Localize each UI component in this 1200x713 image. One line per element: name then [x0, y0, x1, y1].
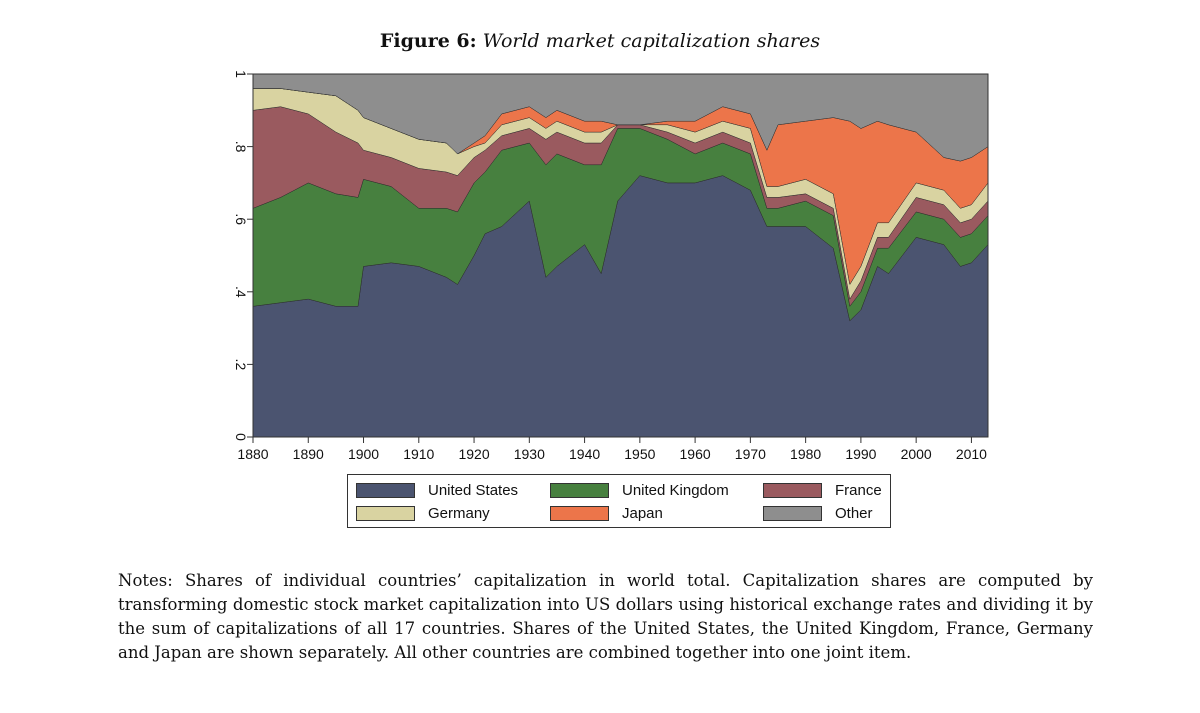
y-axis: 0 .2 .4 .6 .8 1 [233, 70, 253, 441]
legend-label: United States [428, 481, 519, 499]
chart-areas [252, 73, 989, 438]
x-tick-label: 1970 [735, 446, 766, 462]
legend-item-germany: Germany [356, 504, 490, 522]
x-tick-label: 1900 [348, 446, 379, 462]
x-axis: 1880 1890 1900 1910 1920 1930 1940 1950 1960 1970… [237, 437, 987, 462]
x-tick-label: 1960 [680, 446, 711, 462]
legend-item-other: Other [763, 504, 873, 522]
x-tick-label: 1880 [237, 446, 268, 462]
figure-title: Figure 6: World market capitalization sh… [0, 30, 1200, 52]
legend-label: Other [835, 504, 873, 522]
x-tick-label: 1890 [293, 446, 324, 462]
x-tick-label: 1910 [403, 446, 434, 462]
legend-swatch [763, 505, 822, 521]
y-tick-label: .6 [233, 213, 249, 225]
legend-item-france: France [763, 481, 882, 499]
legend-label: France [835, 481, 882, 499]
legend-swatch [763, 482, 822, 498]
y-tick-label: .2 [233, 359, 249, 371]
legend-item-united-kingdom: United Kingdom [550, 481, 729, 499]
legend-item-japan: Japan [550, 504, 663, 522]
x-tick-label: 1980 [790, 446, 821, 462]
x-tick-label: 1950 [624, 446, 655, 462]
legend-label: United Kingdom [622, 481, 729, 499]
legend-item-united-states: United States [356, 481, 518, 499]
y-tick-label: .8 [233, 141, 249, 153]
x-tick-label: 1920 [458, 446, 489, 462]
x-tick-label: 1940 [569, 446, 600, 462]
y-tick-label: 0 [233, 433, 249, 441]
x-tick-label: 1990 [845, 446, 876, 462]
legend-label: Germany [428, 504, 490, 522]
legend-swatch [550, 482, 609, 498]
stacked-area-chart: 1880 1890 1900 1910 1920 1930 1940 1950 1960 1970… [233, 70, 989, 462]
y-tick-label: 1 [233, 70, 249, 78]
y-tick-label: .4 [233, 286, 249, 298]
x-tick-label: 2000 [901, 446, 932, 462]
legend: United States United Kingdom France Germany… [347, 474, 891, 528]
legend-swatch [550, 505, 609, 521]
x-tick-label: 1930 [514, 446, 545, 462]
legend-swatch [356, 505, 415, 521]
x-tick-label: 2010 [956, 446, 987, 462]
plot-frame [252, 73, 989, 438]
figure-notes: Notes: Shares of individual countries’ c… [118, 571, 1093, 662]
legend-label: Japan [622, 504, 663, 522]
figure-label: Figure 6: [379, 30, 477, 52]
legend-swatch [356, 482, 415, 498]
figure-title-text: World market capitalization shares [482, 30, 821, 52]
